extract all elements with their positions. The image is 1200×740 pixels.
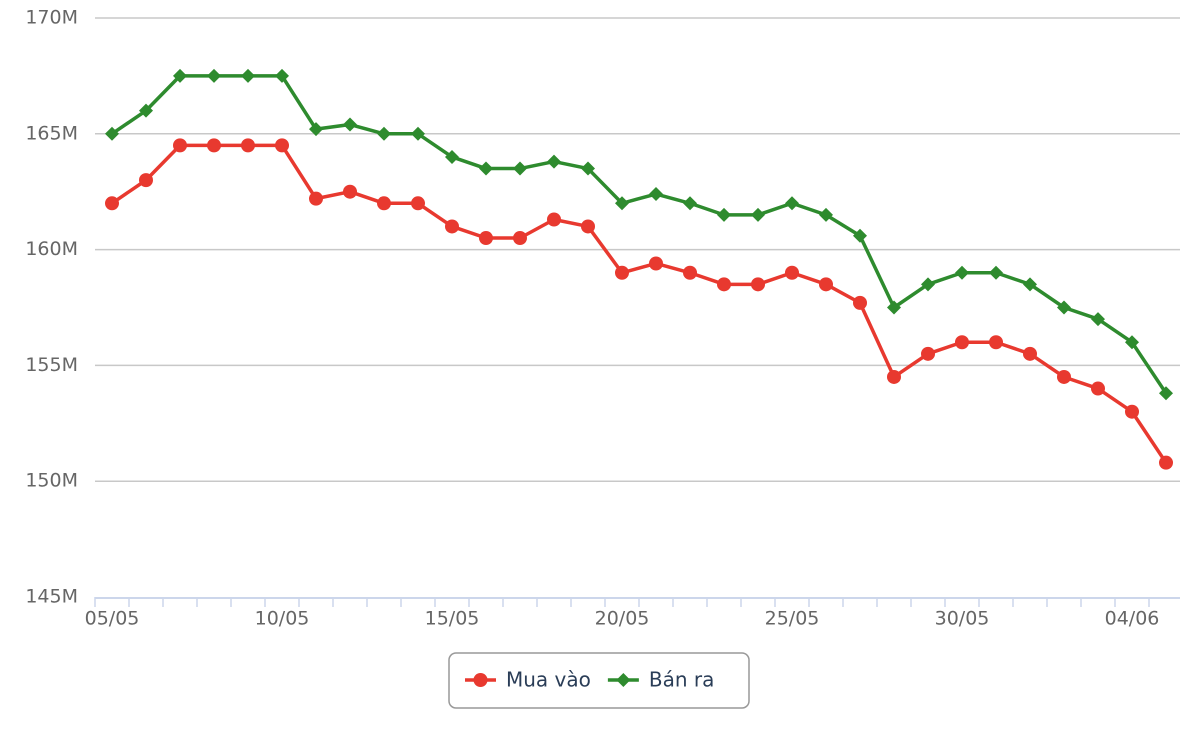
point <box>853 295 867 310</box>
x-tick-label: 04/06 <box>1105 608 1160 630</box>
legend-marker <box>616 673 631 687</box>
point <box>1023 277 1037 292</box>
legend-box <box>448 652 750 709</box>
point <box>547 154 561 169</box>
point <box>649 187 663 202</box>
point <box>173 68 187 83</box>
y-tick-label: 155M <box>25 354 78 376</box>
legend-label: Mua vào <box>506 668 591 692</box>
point <box>1125 404 1139 419</box>
point <box>547 212 561 227</box>
point <box>275 138 289 153</box>
point <box>615 196 629 211</box>
x-tick-label: 25/05 <box>765 608 820 630</box>
point <box>615 265 629 280</box>
point <box>955 265 969 280</box>
point <box>445 219 459 234</box>
y-tick-label: 160M <box>25 238 78 260</box>
point <box>513 231 527 246</box>
point <box>343 184 357 199</box>
series <box>105 138 1173 470</box>
point <box>479 231 493 246</box>
point <box>819 207 833 222</box>
point <box>411 196 425 211</box>
point <box>139 173 153 188</box>
point <box>445 149 459 164</box>
point <box>1057 300 1071 315</box>
point <box>785 196 799 211</box>
point <box>309 122 323 137</box>
point <box>1159 455 1173 470</box>
point <box>513 161 527 176</box>
point <box>105 196 119 211</box>
point <box>717 207 731 222</box>
point <box>649 256 663 271</box>
point <box>989 265 1003 280</box>
point <box>241 138 255 153</box>
y-tick-label: 165M <box>25 122 78 144</box>
point <box>717 277 731 292</box>
point <box>1057 369 1071 384</box>
y-tick-label: 150M <box>25 470 78 492</box>
point <box>1023 346 1037 361</box>
point <box>921 277 935 292</box>
x-tick-label: 10/05 <box>255 608 310 630</box>
point <box>105 126 119 141</box>
x-tick-label: 15/05 <box>425 608 480 630</box>
point <box>1091 381 1105 396</box>
line <box>111 143 1168 464</box>
point <box>1159 386 1173 401</box>
point <box>377 126 391 141</box>
point <box>1125 335 1139 350</box>
point <box>887 369 901 384</box>
point <box>377 196 391 211</box>
legend: Mua vào Bán ra <box>448 652 750 709</box>
legend-label: Bán ra <box>649 668 715 692</box>
x-tick-label: 20/05 <box>595 608 650 630</box>
x-tick-label: 30/05 <box>935 608 990 630</box>
y-tick-label: 145M <box>25 586 78 608</box>
point <box>581 161 595 176</box>
point <box>411 126 425 141</box>
x-tick-label: 05/05 <box>85 608 140 630</box>
point <box>989 335 1003 350</box>
point <box>751 207 765 222</box>
point <box>207 68 221 83</box>
point <box>479 161 493 176</box>
point <box>887 300 901 315</box>
point <box>751 277 765 292</box>
y-tick-label: 170M <box>25 7 78 29</box>
legend-marker <box>473 673 488 687</box>
point <box>309 191 323 206</box>
point <box>853 228 867 243</box>
point <box>819 277 833 292</box>
point <box>343 117 357 132</box>
point <box>139 103 153 118</box>
point <box>1091 312 1105 327</box>
point <box>173 138 187 153</box>
point <box>955 335 969 350</box>
series <box>105 68 1173 401</box>
point <box>921 346 935 361</box>
point <box>785 265 799 280</box>
point <box>275 68 289 83</box>
point <box>241 68 255 83</box>
point <box>683 196 697 211</box>
point <box>581 219 595 234</box>
point <box>207 138 221 153</box>
point <box>683 265 697 280</box>
